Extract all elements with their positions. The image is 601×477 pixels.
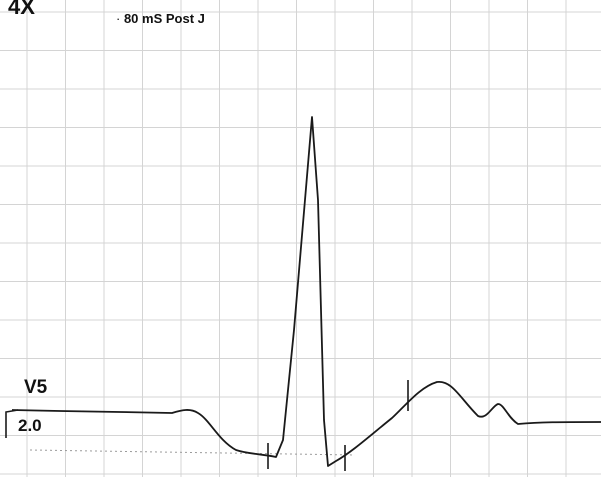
calibration-bracket — [5, 409, 19, 438]
magnification-label: 4X — [8, 0, 35, 19]
scale-label: 2.0 — [18, 416, 42, 435]
ecg-waveform — [11, 116, 601, 467]
measurement-point-label: 80 mS Post J — [116, 12, 205, 25]
baseline-reference — [29, 449, 356, 456]
lead-label: V5 — [24, 377, 48, 398]
